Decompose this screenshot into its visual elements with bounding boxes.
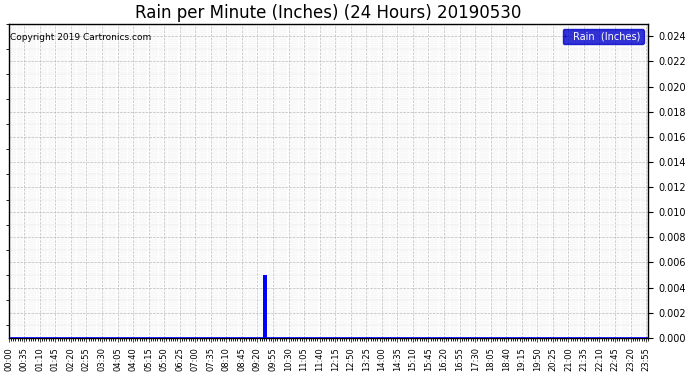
Title: Rain per Minute (Inches) (24 Hours) 20190530: Rain per Minute (Inches) (24 Hours) 2019… bbox=[135, 4, 522, 22]
Legend: Rain  (Inches): Rain (Inches) bbox=[562, 28, 644, 44]
Text: Copyright 2019 Cartronics.com: Copyright 2019 Cartronics.com bbox=[10, 33, 151, 42]
